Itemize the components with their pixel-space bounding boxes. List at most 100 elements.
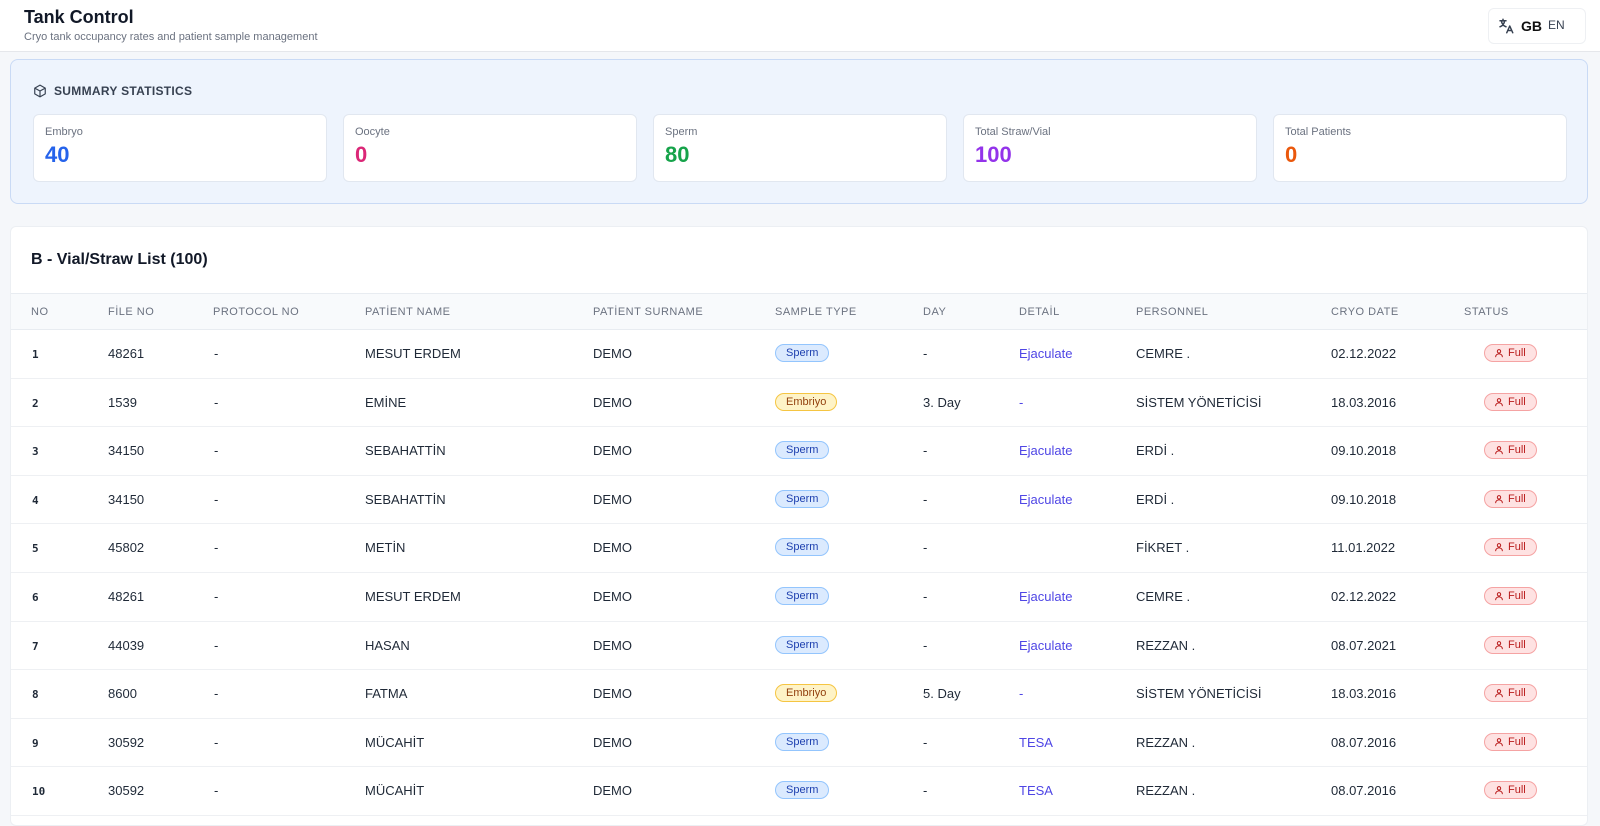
cell-protocol-no: - [214,783,219,799]
table-row[interactable]: 10 30592 - MÜCAHİT DEMO Sperm - TESA REZZAN . 08.… [11,767,1587,816]
status-label: Full [1508,638,1526,651]
cell-file-no: 48261 [108,588,145,604]
sample-type-badge: Sperm [775,344,830,362]
cell-file-no: 44039 [108,637,145,653]
col-detail[interactable]: DETAİL [1019,306,1060,318]
status-badge: Full [1484,586,1537,605]
status-badge: Full [1484,635,1537,654]
cell-personnel: REZZAN . [1136,734,1196,750]
language-selector[interactable]: GB EN [1488,8,1586,44]
stat-cards: Embryo 40 Oocyte 0 Sperm 80 Total Straw/Vial 10… [33,114,1567,182]
col-protocol-no[interactable]: PROTOCOL NO [213,306,300,318]
table-row[interactable]: 4 34150 - SEBAHATTİN DEMO Sperm - Ejaculate ERDİ… [11,476,1587,525]
cell-file-no: 34150 [108,443,145,459]
cell-patient-name: MESUT ERDEM [365,346,461,361]
cell-protocol-no: - [214,346,219,361]
stat-label: Embryo [45,126,83,138]
cell-cryo-date: 08.07.2016 [1331,783,1397,799]
col-no[interactable]: NO [31,306,49,318]
summary-title: SUMMARY STATISTICS [33,84,192,98]
table-row[interactable]: 1 48261 - MESUT ERDEM DEMO Sperm - Ejaculate CEM… [11,330,1587,379]
col-sample-type[interactable]: SAMPLE TYPE [775,306,857,318]
status-badge: Full [1484,538,1537,557]
cell-personnel: ERDİ . [1136,443,1175,459]
col-personnel[interactable]: PERSONNEL [1136,306,1209,318]
cell-detail[interactable]: Ejaculate [1019,491,1073,507]
cell-personnel: CEMRE . [1136,346,1191,361]
stat-value: 100 [975,142,1012,167]
table-body: 1 48261 - MESUT ERDEM DEMO Sperm - Ejaculate CEM… [11,330,1587,816]
cell-no: 3 [32,445,39,459]
page-title: Tank Control [24,7,134,27]
cell-protocol-no: - [214,540,219,556]
status-label: Full [1508,347,1526,359]
cell-day: - [923,346,928,361]
cell-detail[interactable]: TESA [1019,734,1053,750]
cell-detail[interactable]: Ejaculate [1019,346,1073,361]
cell-personnel: SİSTEM YÖNETİCİSİ [1136,394,1262,410]
cell-patient-surname: DEMO [593,588,632,604]
table-row[interactable]: 6 48261 - MESUT ERDEM DEMO Sperm - Ejaculate CEM… [11,573,1587,622]
cell-file-no: 1539 [108,394,137,410]
col-cryo-date[interactable]: CRYO DATE [1331,306,1399,318]
cell-no: 2 [32,396,39,410]
stat-label: Sperm [665,126,698,138]
user-icon [1495,494,1503,504]
cell-patient-surname: DEMO [593,491,632,507]
user-icon [1495,786,1503,795]
cell-file-no: 48261 [108,346,145,361]
stat-label: Oocyte [355,126,390,138]
cell-day: 5. Day [923,686,961,702]
cell-patient-name: MÜCAHİT [365,783,425,799]
cell-detail[interactable]: Ejaculate [1019,637,1073,653]
total-patients-card: Total Patients 0 [1273,114,1567,182]
cell-patient-name: EMİNE [365,394,407,410]
cell-day: 3. Day [923,394,961,410]
cell-patient-name: SEBAHATTİN [365,443,446,459]
cell-day: - [923,443,928,459]
col-patient-surname[interactable]: PATİENT SURNAME [593,306,704,318]
cell-no: 6 [32,590,39,604]
cell-patient-name: FATMA [365,686,408,702]
cell-protocol-no: - [214,491,219,507]
cell-patient-surname: DEMO [593,734,632,750]
cell-detail[interactable]: Ejaculate [1019,588,1073,604]
table-row[interactable]: 3 34150 - SEBAHATTİN DEMO Sperm - Ejaculate ERDİ… [11,427,1587,476]
status-label: Full [1508,395,1526,408]
cell-day: - [923,491,928,507]
col-status[interactable]: STATUS [1464,306,1509,318]
cell-file-no: 30592 [108,783,145,799]
col-day[interactable]: DAY [923,306,947,318]
user-icon [1495,397,1503,406]
table-row[interactable]: 2 1539 - EMİNE DEMO Embriyo 3. Day - SİSTEM YÖNE… [11,379,1587,428]
status-badge: Full [1484,441,1537,460]
table-row[interactable]: 5 45802 - METİN DEMO Sperm - FİKRET . 11.01.2022… [11,524,1587,573]
cell-day: - [923,540,928,556]
cell-patient-name: MÜCAHİT [365,734,425,750]
cell-no: 1 [32,348,39,361]
table-row[interactable]: 7 44039 - HASAN DEMO Sperm - Ejaculate REZZAN . 0… [11,622,1587,671]
box-icon [34,84,46,98]
col-patient-name[interactable]: PATİENT NAME [365,306,451,318]
cell-no: 4 [32,493,39,507]
cell-file-no: 45802 [108,540,145,556]
cell-day: - [923,588,928,604]
cell-personnel: SİSTEM YÖNETİCİSİ [1136,686,1262,702]
cell-no: 8 [32,688,39,702]
cell-detail[interactable]: - [1019,686,1024,702]
table-row[interactable]: 9 30592 - MÜCAHİT DEMO Sperm - TESA REZZAN . 08.0… [11,719,1587,768]
cell-detail[interactable]: TESA [1019,783,1053,799]
user-icon [1495,446,1503,455]
cell-patient-surname: DEMO [593,540,632,556]
cell-detail[interactable]: - [1019,394,1024,410]
table-row[interactable]: 8 8600 - FATMA DEMO Embriyo 5. Day - SİSTEM YÖNE… [11,670,1587,719]
col-file-no[interactable]: FİLE NO [108,306,155,318]
sample-type-badge: Sperm [775,635,830,654]
cell-cryo-date: 18.03.2016 [1331,686,1397,702]
cell-no: 5 [32,542,39,556]
oocyte-card: Oocyte 0 [343,114,637,182]
cell-file-no: 34150 [108,491,145,507]
cell-detail[interactable]: Ejaculate [1019,443,1073,459]
language-code: EN [1548,18,1565,32]
status-badge: Full [1484,684,1537,703]
